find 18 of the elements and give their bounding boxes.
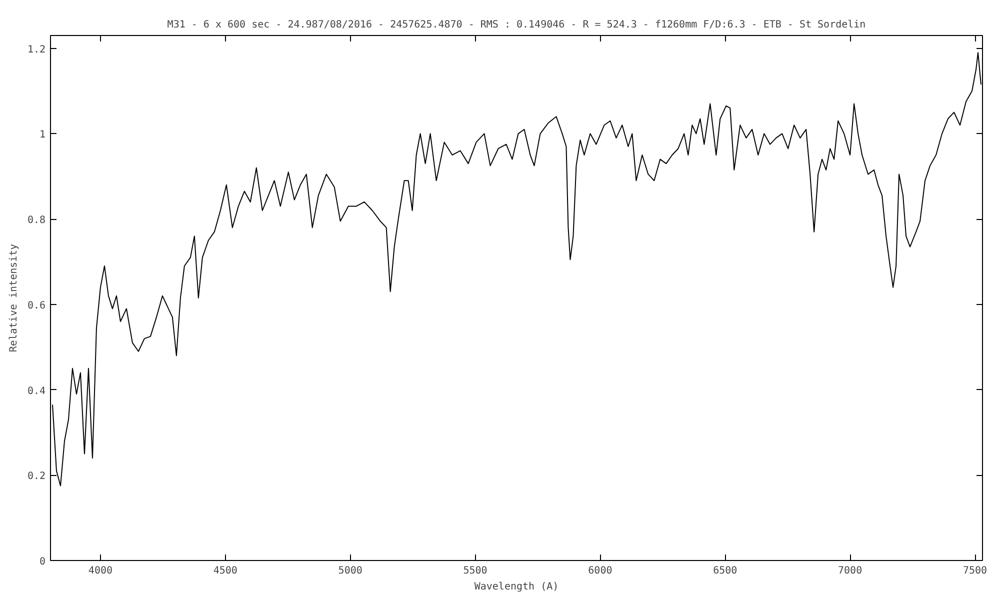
y-tick-label: 1.2 bbox=[27, 44, 46, 56]
x-tick-label: 7000 bbox=[838, 566, 862, 576]
y-axis-title: Relative intensity bbox=[8, 244, 20, 352]
chart-title: M31 - 6 x 600 sec - 24.987/08/2016 - 2457625.4870 - RMS : 0.149046 - R = 524.3 - f1260mm F/D:6.3 - ETB - St Sordelin bbox=[167, 20, 866, 30]
x-tick-label: 5000 bbox=[338, 566, 362, 576]
x-tick-label: 7500 bbox=[962, 566, 988, 576]
y-tick-label: 1 bbox=[39, 130, 46, 141]
y-tick-label: 0.6 bbox=[27, 300, 46, 312]
y-tick-label: 0.4 bbox=[27, 386, 46, 397]
x-tick-label: 4500 bbox=[213, 566, 238, 576]
x-tick-label: 5500 bbox=[463, 566, 488, 576]
x-tick-label: 6500 bbox=[713, 566, 738, 576]
y-tick-label: 0.8 bbox=[27, 215, 46, 226]
x-axis-title: Wavelength (A) bbox=[474, 582, 559, 592]
x-tick-label: 4000 bbox=[88, 566, 113, 576]
y-tick-label: 0 bbox=[39, 556, 46, 568]
y-tick-label: 0.2 bbox=[27, 471, 46, 482]
x-tick-label: 6000 bbox=[588, 566, 612, 576]
